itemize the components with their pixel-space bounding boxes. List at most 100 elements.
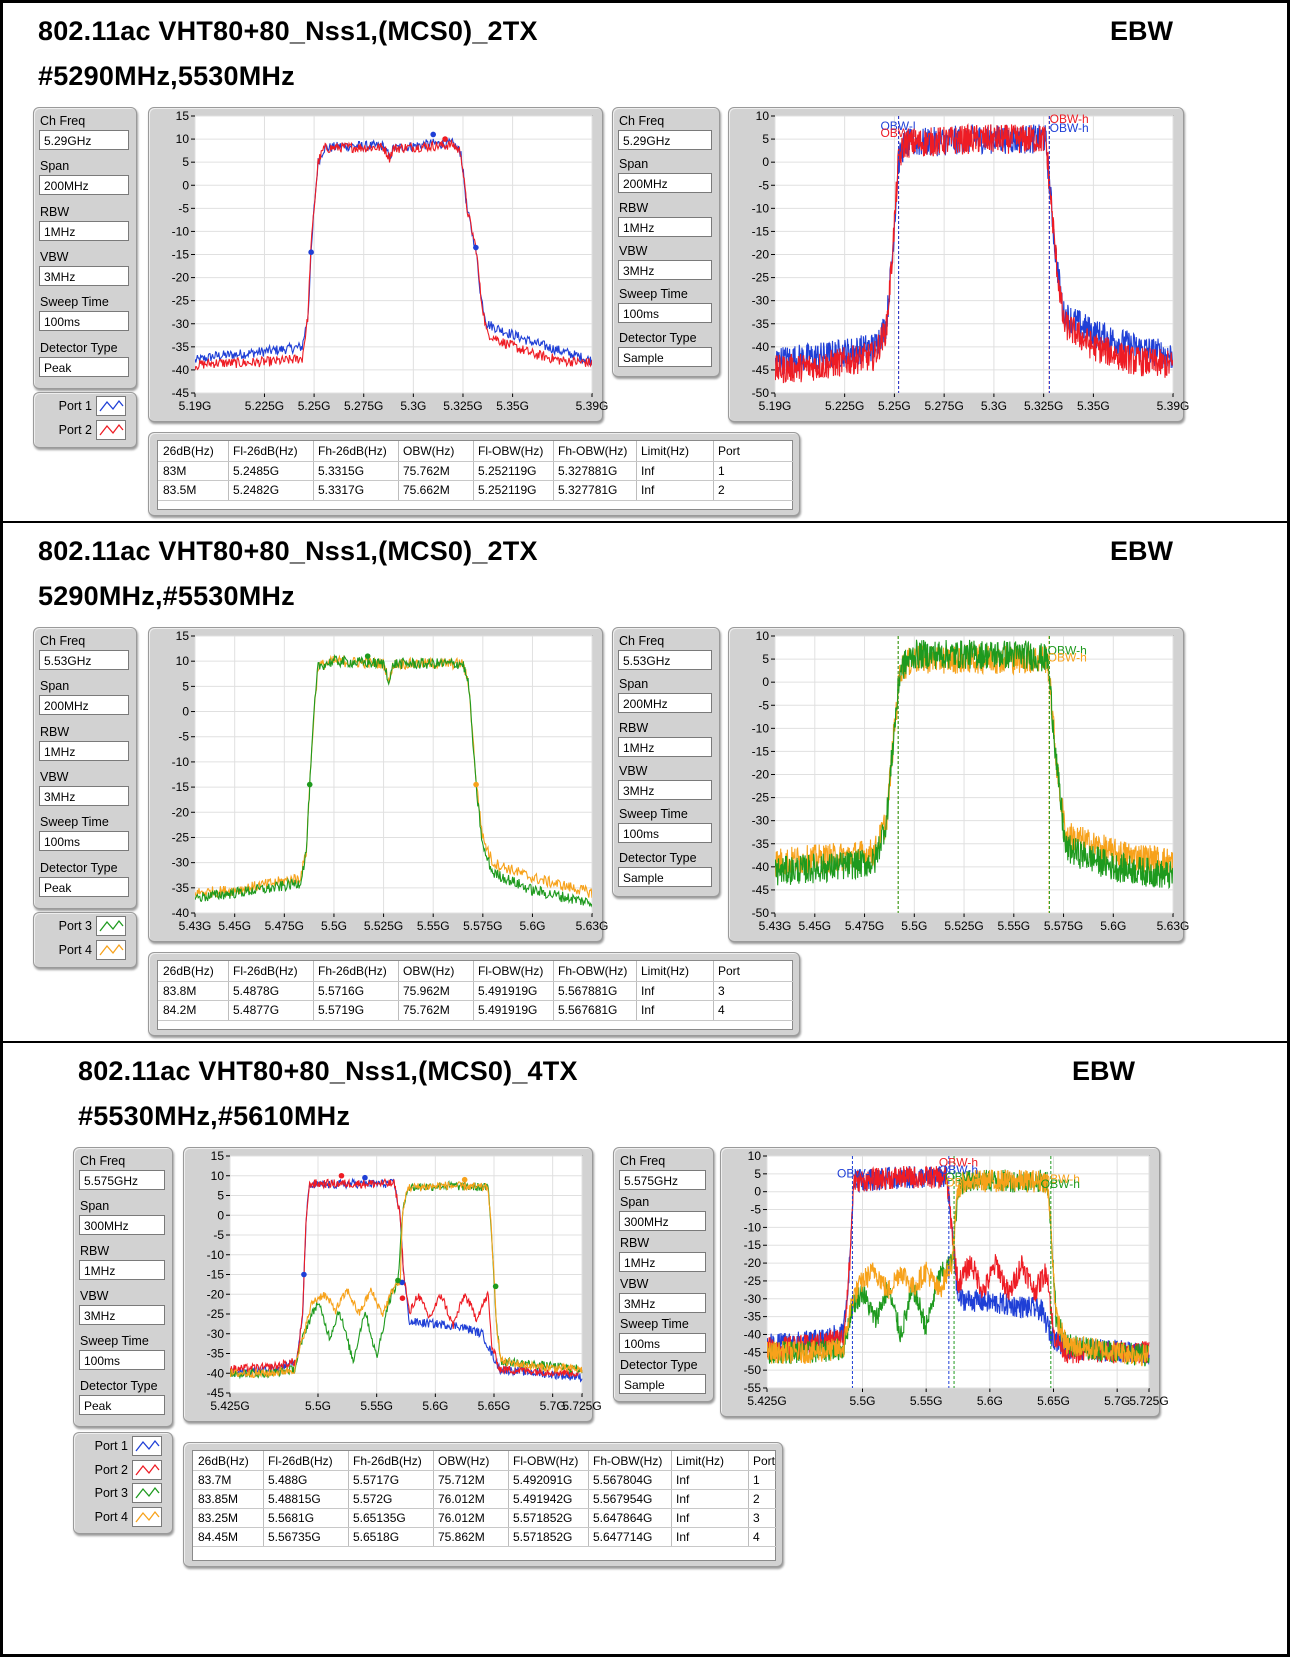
detector-type-field[interactable]: Sample [618, 346, 712, 367]
spectrum-chart-left-svg: 5.19G 5.225G 5.25G 5.275G 5.3G 5.325G 5.35G 5.3… [172, 109, 609, 413]
table-cell: 83.85M [198, 1492, 239, 1506]
detector-type-label: Detector Type [619, 330, 697, 345]
y-tick-label: -5 [758, 698, 769, 712]
table-header-cell: Fl-26dB(Hz) [233, 964, 298, 978]
span-label: Span [620, 1194, 650, 1209]
y-tick-label: 5 [762, 652, 769, 666]
sweep-time-field[interactable]: 100ms [39, 311, 129, 332]
sweep-time-field[interactable]: 100ms [79, 1350, 165, 1370]
marker-dot [395, 1277, 401, 1284]
y-tick-label: -35 [207, 1347, 225, 1361]
x-tick-label: 5.475G [845, 919, 884, 933]
detector-type-field[interactable]: Peak [39, 356, 129, 377]
sweep-time-field[interactable]: 100ms [619, 1333, 706, 1354]
detector-type-field[interactable]: Peak [39, 876, 129, 897]
vbw-field[interactable]: 3MHz [618, 780, 712, 800]
y-tick-label: -35 [172, 340, 190, 354]
span-label: Span [40, 159, 70, 174]
ch-freq-field[interactable]: 5.29GHz [618, 130, 712, 150]
detector-type-field[interactable]: Sample [619, 1374, 706, 1395]
legend-item[interactable]: Port 1 [74, 1435, 172, 1459]
legend-label: Port 2 [58, 422, 92, 437]
span-field[interactable]: 300MHz [619, 1210, 706, 1231]
table-cell: 5.5681G [268, 1511, 315, 1525]
vbw-field[interactable]: 3MHz [39, 266, 129, 286]
y-tick-label: -10 [744, 1220, 762, 1234]
y-tick-label: -40 [172, 363, 190, 377]
ch-freq-field[interactable]: 5.575GHz [619, 1170, 706, 1190]
column-separator [263, 1451, 264, 1546]
detector-type-field[interactable]: Sample [618, 866, 712, 887]
table-header-cell: Fh-OBW(Hz) [558, 444, 628, 458]
section-title: 802.11ac VHT80+80_Nss1,(MCS0)_4TX [78, 1056, 578, 1086]
table-header-cell: Limit(Hz) [676, 1454, 724, 1468]
legend-item[interactable]: Port 3 [74, 1482, 172, 1506]
ch-freq-field[interactable]: 5.53GHz [39, 650, 129, 670]
table-cell: 75.962M [403, 983, 450, 998]
legend-panel: Port 1 Port 2 [33, 392, 137, 448]
y-tick-label: -10 [752, 721, 770, 735]
x-tick-label: 5.425G [747, 1394, 786, 1408]
legend-label: Port 4 [58, 942, 92, 957]
obw-annotation: OBW-h [1048, 643, 1087, 657]
rbw-field[interactable]: 1MHz [618, 736, 712, 757]
y-tick-label: 10 [176, 132, 190, 146]
legend-item[interactable]: Port 4 [34, 939, 136, 963]
section-subtitle: 5290MHz,#5530MHz [38, 581, 295, 611]
x-tick-label: 5.19G [179, 399, 212, 413]
rbw-field[interactable]: 1MHz [39, 740, 129, 761]
table-cell: Inf [676, 1492, 690, 1506]
legend-item[interactable]: Port 3 [34, 915, 136, 939]
legend-item[interactable]: Port 2 [34, 419, 136, 443]
sweep-time-field[interactable]: 100ms [618, 823, 712, 844]
obw-annotation: OBW-h [1048, 650, 1087, 664]
y-tick-label: -50 [752, 906, 770, 920]
table-header-cell: OBW(Hz) [403, 964, 455, 978]
sweep-time-field[interactable]: 100ms [618, 303, 712, 324]
table-cell: 5.5719G [318, 1003, 365, 1017]
rbw-field[interactable]: 1MHz [39, 220, 129, 241]
section-tag-ebw: EBW [1110, 536, 1173, 566]
y-tick-label: -40 [172, 906, 190, 920]
vbw-field[interactable]: 3MHz [39, 786, 129, 806]
ch-freq-field[interactable]: 5.53GHz [618, 650, 712, 670]
detector-type-field[interactable]: Peak [79, 1395, 165, 1415]
column-separator [228, 441, 229, 500]
y-tick-label: -50 [744, 1363, 762, 1377]
legend-item[interactable]: Port 1 [34, 395, 136, 419]
legend-swatch [132, 1483, 162, 1503]
legend-item[interactable]: Port 4 [74, 1506, 172, 1530]
sweep-time-field[interactable]: 100ms [39, 831, 129, 852]
span-label: Span [80, 1199, 110, 1213]
span-field[interactable]: 200MHz [39, 695, 129, 716]
y-tick-label: 5 [754, 1167, 761, 1181]
vbw-field[interactable]: 3MHz [618, 260, 712, 280]
x-tick-label: 5.63G [576, 919, 609, 933]
span-field[interactable]: 200MHz [618, 693, 712, 714]
ch-freq-label: Ch Freq [619, 634, 665, 648]
rbw-field[interactable]: 1MHz [79, 1260, 165, 1280]
table-cell: 5.3315G [318, 463, 365, 478]
ch-freq-field[interactable]: 5.29GHz [39, 130, 129, 150]
legend-line-icon [99, 423, 124, 435]
vbw-field[interactable]: 3MHz [619, 1292, 706, 1313]
x-tick-label: 5.35G [1077, 399, 1110, 413]
span-field[interactable]: 300MHz [79, 1215, 165, 1235]
rbw-field[interactable]: 1MHz [619, 1251, 706, 1272]
ch-freq-field[interactable]: 5.575GHz [79, 1170, 165, 1190]
span-field[interactable]: 200MHz [618, 173, 712, 194]
section-subtitle: #5530MHz,#5610MHz [78, 1101, 351, 1131]
spectrum-chart-right-svg: 5.43G 5.45G 5.475G 5.5G 5.525G 5.55G 5.575G 5.6… [752, 629, 1190, 933]
vbw-field[interactable]: 3MHz [79, 1305, 165, 1325]
y-tick-label: -25 [752, 271, 770, 285]
table-cell: 5.4878G [233, 983, 280, 998]
span-field[interactable]: 200MHz [39, 175, 129, 196]
rbw-field[interactable]: 1MHz [618, 216, 712, 237]
x-tick-label: 5.3G [400, 399, 426, 413]
params-panel-right: Ch Freq 5.575GHz Span 300MHz RBW 1MHz VBW 3MHz S… [613, 1147, 714, 1402]
column-separator [348, 1451, 349, 1546]
series-group [775, 122, 1173, 384]
legend-item[interactable]: Port 2 [74, 1459, 172, 1483]
obw-annotation: OBW-h [939, 1156, 978, 1170]
plot-area [194, 635, 593, 914]
